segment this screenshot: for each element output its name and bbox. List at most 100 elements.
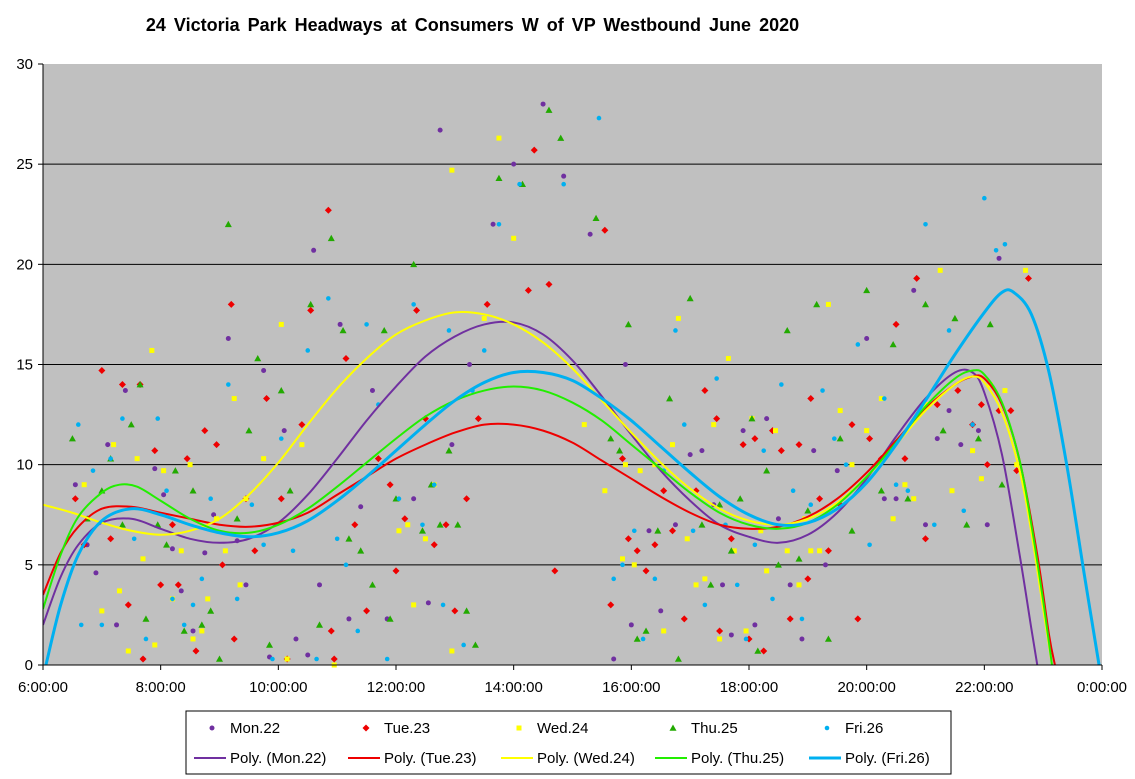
data-point — [545, 280, 553, 288]
data-point — [180, 627, 188, 634]
data-point — [72, 482, 78, 488]
data-point — [922, 535, 929, 543]
data-point — [245, 427, 253, 434]
y-tick-label: 0 — [25, 657, 33, 674]
data-point — [631, 562, 637, 568]
y-tick-label: 10 — [16, 457, 33, 474]
data-point — [743, 628, 749, 634]
data-point — [155, 416, 161, 421]
trendline-poly-wed-24 — [43, 311, 1053, 665]
data-point — [963, 521, 971, 528]
data-point — [178, 588, 184, 594]
data-point — [305, 652, 311, 658]
data-point — [958, 442, 964, 448]
data-point — [687, 452, 693, 458]
data-point — [633, 635, 641, 642]
data-point — [849, 462, 855, 468]
data-point — [511, 161, 517, 167]
data-point — [216, 655, 223, 662]
data-point — [261, 368, 267, 374]
data-point — [796, 582, 802, 588]
data-point — [601, 226, 609, 234]
legend: Mon.22 Tue.23 Wed.24 Thu.25 Fri.26 Poly. (Mon… — [185, 710, 952, 775]
data-point — [772, 428, 778, 434]
data-point — [824, 635, 832, 642]
data-point — [561, 173, 567, 179]
data-point — [446, 328, 452, 333]
data-point — [164, 488, 169, 494]
data-point — [748, 415, 756, 422]
y-tick-label: 5 — [25, 557, 33, 574]
data-point — [808, 502, 814, 508]
data-point — [592, 214, 600, 222]
data-point — [951, 314, 959, 322]
data-point — [298, 421, 306, 429]
data-point — [364, 322, 369, 327]
data-point — [213, 441, 221, 449]
data-point — [199, 576, 205, 582]
y-tick-label: 30 — [16, 56, 33, 73]
data-point — [218, 561, 226, 569]
data-point — [490, 221, 496, 227]
data-point — [530, 146, 538, 154]
data-point — [114, 622, 120, 628]
legend-label: Fri.26 — [845, 720, 883, 737]
data-point — [143, 636, 149, 642]
chart-title: 24 Victoria Park Headways at Consumers W… — [145, 15, 800, 35]
data-point — [314, 656, 319, 662]
data-point — [316, 621, 324, 628]
data-point — [937, 267, 943, 273]
data-point — [290, 548, 296, 554]
legend-item: Fri.26 — [824, 720, 883, 737]
data-point — [418, 527, 426, 534]
data-point — [346, 616, 352, 622]
data-point — [889, 340, 897, 348]
data-point — [820, 388, 825, 393]
data-point — [961, 508, 967, 514]
x-tick-label: 22:00:00 — [955, 679, 1013, 696]
data-point — [761, 448, 767, 453]
data-point — [243, 582, 249, 588]
data-point — [78, 622, 84, 628]
data-point — [405, 522, 411, 528]
data-point — [190, 636, 196, 642]
data-point — [905, 488, 911, 494]
data-point — [374, 455, 382, 463]
data-point — [211, 512, 217, 518]
data-point — [764, 568, 770, 574]
data-point — [451, 607, 459, 615]
data-point — [720, 582, 726, 588]
data-point — [804, 507, 812, 514]
data-point — [380, 326, 388, 334]
data-point — [783, 326, 791, 334]
legend-item: Poly. (Fri.26) — [809, 750, 930, 767]
data-point — [551, 567, 559, 575]
data-point — [911, 287, 917, 293]
data-point — [620, 562, 625, 568]
data-point — [327, 627, 335, 635]
data-point — [233, 515, 241, 522]
data-point — [743, 636, 749, 642]
data-point — [978, 476, 984, 482]
y-tick-label: 25 — [16, 156, 33, 173]
data-point — [445, 447, 453, 454]
data-point — [557, 134, 565, 141]
data-point — [286, 487, 294, 494]
data-point — [728, 632, 734, 638]
data-point — [622, 362, 628, 367]
legend-marker — [516, 725, 522, 731]
data-point — [1023, 267, 1029, 273]
data-point — [481, 348, 487, 353]
data-point — [413, 306, 421, 314]
data-point — [420, 522, 425, 528]
data-point — [163, 541, 171, 548]
data-point — [848, 527, 856, 534]
data-point — [561, 181, 566, 187]
data-point — [540, 101, 546, 107]
data-point — [214, 516, 220, 522]
data-point — [640, 636, 646, 642]
data-point — [881, 496, 887, 502]
data-point — [392, 567, 400, 575]
data-point — [326, 296, 331, 301]
legend-item: Poly. (Tue.23) — [348, 750, 477, 767]
